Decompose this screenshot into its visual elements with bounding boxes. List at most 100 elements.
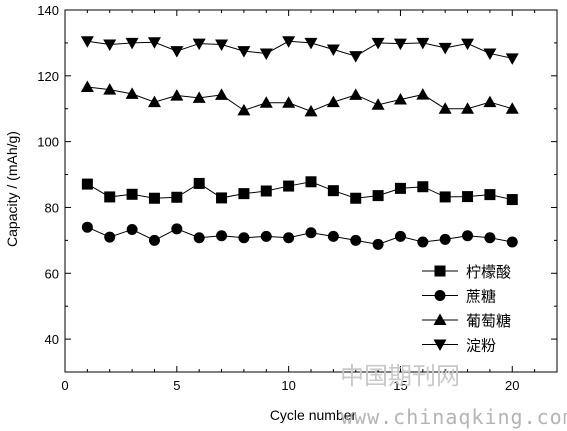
data-point <box>283 232 295 244</box>
plot-area: 0 5 10 15 20 40 60 80 100 120 140 <box>37 3 558 393</box>
data-point <box>484 232 496 244</box>
watermark-cn: 中国期刊网 <box>340 362 460 390</box>
data-point <box>416 88 430 100</box>
x-tick-label: 5 <box>173 378 180 393</box>
legend-label: 葡萄糖 <box>466 312 511 330</box>
data-point <box>461 38 475 51</box>
data-point <box>103 39 117 52</box>
data-point <box>192 38 206 51</box>
data-point <box>215 88 229 100</box>
data-point <box>349 51 363 63</box>
data-point <box>371 37 385 50</box>
data-point <box>416 37 430 50</box>
data-point <box>417 181 429 193</box>
data-point <box>259 96 273 108</box>
data-point <box>327 185 339 197</box>
data-point <box>283 180 295 192</box>
data-point <box>238 232 250 244</box>
data-point <box>326 95 340 108</box>
legend-label: 柠檬酸 <box>466 263 511 281</box>
y-tick-label: 140 <box>37 3 59 18</box>
legend-item-1: 柠檬酸 <box>422 263 511 281</box>
data-point <box>462 230 474 242</box>
legend-item-3: 葡萄糖 <box>422 312 511 330</box>
data-point <box>439 233 451 245</box>
legend-marker <box>434 290 446 301</box>
x-tick-label: 20 <box>505 378 519 393</box>
data-point <box>260 230 272 242</box>
data-point <box>126 188 138 200</box>
legend-item-4: 淀粉 <box>422 337 496 355</box>
data-point <box>438 102 452 114</box>
data-point <box>238 188 250 200</box>
data-point <box>80 36 94 48</box>
data-point <box>193 232 205 244</box>
data-point <box>304 37 318 50</box>
data-point <box>506 236 518 248</box>
data-point <box>171 191 183 203</box>
legend-label: 淀粉 <box>466 337 496 355</box>
data-point <box>372 238 384 250</box>
data-point <box>394 230 406 242</box>
data-point <box>147 37 161 49</box>
data-point <box>417 236 429 248</box>
data-point <box>305 176 317 188</box>
data-point <box>349 88 363 100</box>
data-point <box>148 192 160 204</box>
data-point <box>350 192 362 204</box>
data-point <box>371 98 385 110</box>
x-tick-label: 10 <box>281 378 295 393</box>
data-point <box>147 95 161 108</box>
data-point <box>215 39 229 52</box>
series-1 <box>81 176 518 206</box>
y-tick-label: 80 <box>45 200 59 215</box>
data-point <box>326 44 340 56</box>
series-line <box>87 86 513 112</box>
data-point <box>80 80 94 93</box>
legend-marker <box>433 313 447 325</box>
data-point <box>394 182 406 194</box>
data-point <box>506 194 518 206</box>
data-point <box>81 178 93 190</box>
data-point <box>237 103 251 116</box>
data-point <box>282 36 296 48</box>
x-tick-label: 0 <box>61 378 68 393</box>
legend-marker <box>434 265 446 277</box>
data-point <box>393 38 407 51</box>
watermark-url: www.chinaqking.com <box>341 405 567 429</box>
data-point <box>350 234 362 246</box>
legend-item-2: 蔗糖 <box>422 288 496 306</box>
data-point <box>505 102 519 114</box>
y-tick-label: 60 <box>45 266 59 281</box>
data-point <box>170 46 184 58</box>
data-point <box>372 190 384 202</box>
y-tick-label: 120 <box>37 69 59 84</box>
series-4 <box>80 36 519 65</box>
data-point <box>192 91 206 103</box>
data-point <box>304 104 318 117</box>
legend-label: 蔗糖 <box>466 288 496 306</box>
data-point <box>260 185 272 197</box>
y-tick-label: 40 <box>45 332 59 347</box>
x-tick-label: 15 <box>393 378 407 393</box>
data-point <box>126 224 138 236</box>
data-point <box>81 221 93 233</box>
data-point <box>259 48 273 60</box>
data-point <box>393 93 407 105</box>
data-point <box>104 231 116 243</box>
data-point <box>193 177 205 189</box>
data-point <box>104 191 116 203</box>
series-2 <box>81 221 518 250</box>
data-point <box>171 223 183 235</box>
data-point <box>484 189 496 201</box>
y-axis-title: Capacity / (mAh/g) <box>4 131 20 247</box>
data-point <box>237 46 251 58</box>
data-point <box>483 95 497 108</box>
data-point <box>461 102 475 114</box>
data-point <box>438 42 452 55</box>
data-point <box>125 37 139 50</box>
data-point <box>148 234 160 246</box>
data-point <box>462 191 474 203</box>
